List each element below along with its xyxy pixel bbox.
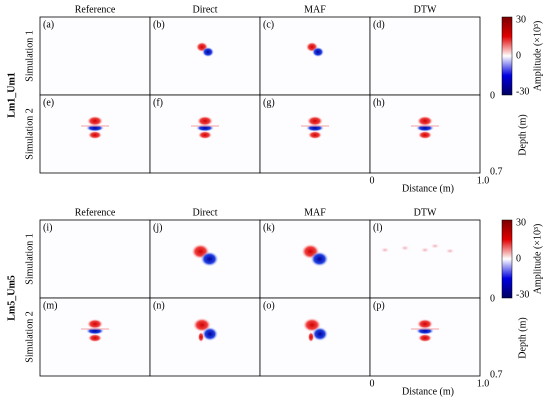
distance-tick: 0	[370, 175, 375, 186]
distance-tick: 1.0	[477, 175, 490, 186]
row-label: Simulation 1	[24, 233, 35, 284]
panel-label: (c)	[263, 19, 274, 30]
panel-label: (m)	[43, 300, 57, 311]
colorbar-title: Amplitude (×10³)	[532, 21, 543, 92]
depth-tick: 0	[490, 293, 495, 304]
panel	[369, 16, 481, 96]
distance-tick: 0	[370, 378, 375, 389]
depth-label: Depth (m)	[517, 317, 528, 358]
blob	[198, 131, 212, 139]
panel	[369, 219, 481, 299]
block-label: Lm1_Um1	[6, 72, 17, 118]
panel	[149, 94, 261, 174]
blob	[417, 319, 433, 329]
blob	[308, 332, 314, 342]
distance-label: Distance (m)	[402, 386, 454, 397]
column-header: MAF	[304, 207, 326, 218]
blob	[308, 131, 322, 139]
blob	[198, 332, 204, 342]
row-label: Simulation 1	[24, 30, 35, 81]
panel-label: (h)	[373, 97, 385, 108]
depth-label: Depth (m)	[517, 114, 528, 155]
colorbar-tick: -30	[516, 86, 529, 97]
panel-label: (e)	[43, 97, 54, 108]
blob	[87, 116, 103, 126]
column-header: Reference	[75, 207, 116, 218]
blob	[380, 247, 390, 253]
colorbar	[501, 219, 513, 299]
colorbar	[501, 16, 513, 96]
blob	[312, 327, 328, 341]
depth-tick: 0.7	[490, 369, 503, 380]
colorbar-tick: 30	[516, 14, 526, 25]
blob	[197, 116, 213, 126]
panel-label: (o)	[263, 300, 275, 311]
blob	[200, 251, 219, 267]
colorbar-tick: -30	[516, 289, 529, 300]
column-header: Direct	[193, 4, 218, 15]
column-header: DTW	[414, 4, 437, 15]
blob	[430, 243, 440, 249]
blob	[87, 319, 103, 329]
panel-label: (l)	[373, 222, 382, 233]
blob	[417, 116, 433, 126]
blob	[202, 327, 218, 341]
row-label: Simulation 2	[24, 108, 35, 159]
colorbar-title: Amplitude (×10³)	[532, 224, 543, 295]
blob	[202, 47, 214, 57]
blob	[307, 116, 323, 126]
panel-label: (j)	[153, 222, 162, 233]
panel-label: (n)	[153, 300, 165, 311]
blob	[400, 245, 410, 251]
column-header: Direct	[193, 207, 218, 218]
blob	[88, 334, 102, 342]
blob	[310, 251, 329, 267]
panel-label: (g)	[263, 97, 275, 108]
colorbar-tick: 30	[516, 217, 526, 228]
column-header: MAF	[304, 4, 326, 15]
panel-label: (a)	[43, 19, 54, 30]
blob	[445, 248, 455, 254]
panel-label: (f)	[153, 97, 163, 108]
blob	[420, 247, 430, 253]
column-header: Reference	[75, 4, 116, 15]
distance-label: Distance (m)	[402, 183, 454, 194]
depth-tick: 0.7	[490, 166, 503, 177]
blob	[418, 334, 432, 342]
colorbar-tick: 0	[516, 253, 521, 264]
distance-tick: 1.0	[477, 378, 490, 389]
blob	[418, 131, 432, 139]
panel-label: (k)	[263, 222, 275, 233]
panel-label: (b)	[153, 19, 165, 30]
colorbar-tick: 0	[516, 50, 521, 61]
panel	[39, 16, 151, 96]
depth-tick: 0	[490, 90, 495, 101]
panel	[39, 219, 151, 299]
row-label: Simulation 2	[24, 311, 35, 362]
block-label: Lm5_Um5	[6, 275, 17, 321]
panel-label: (d)	[373, 19, 385, 30]
blob	[88, 131, 102, 139]
panel-label: (p)	[373, 300, 385, 311]
column-header: DTW	[414, 207, 437, 218]
blob	[312, 47, 324, 57]
panel-label: (i)	[43, 222, 52, 233]
